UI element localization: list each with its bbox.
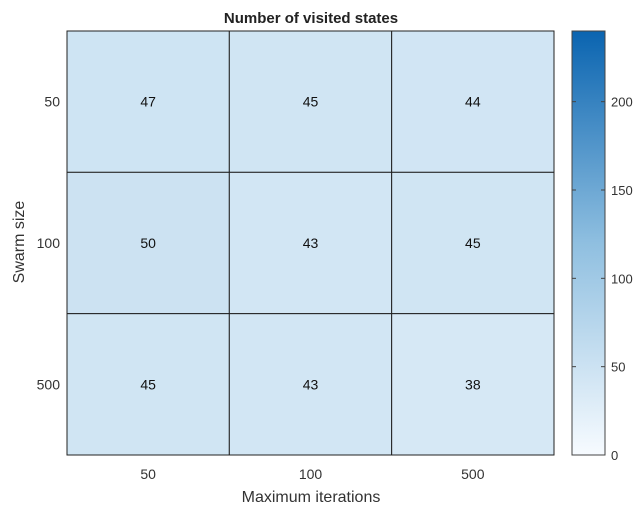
colorbar-tick-label: 150 xyxy=(611,183,633,198)
heatmap-cell xyxy=(66,171,230,315)
y-axis-ticks: 50 100 500 xyxy=(37,94,61,393)
x-tick-label: 100 xyxy=(299,466,323,482)
cell-value-label: 43 xyxy=(303,235,319,251)
heatmap-cells xyxy=(66,30,555,456)
cell-value-label: 45 xyxy=(465,235,481,251)
colorbar-ticks: 0 50 100 150 200 xyxy=(572,95,633,463)
cell-value-label: 44 xyxy=(465,94,481,110)
x-axis-label: Maximum iterations xyxy=(242,489,381,506)
y-tick-label: 100 xyxy=(37,235,61,251)
cell-value-label: 38 xyxy=(465,376,481,392)
y-axis-label: Swarm size xyxy=(11,201,28,284)
heatmap-cell xyxy=(391,171,555,315)
y-tick-label: 50 xyxy=(44,94,60,110)
colorbar xyxy=(571,30,606,456)
x-axis-ticks: 50 100 500 xyxy=(140,466,484,482)
colorbar-tick-label: 200 xyxy=(611,95,633,110)
heatmap-cell xyxy=(228,171,393,315)
heatmap-cell xyxy=(391,313,555,456)
cell-value-label: 43 xyxy=(303,376,319,392)
x-tick-label: 50 xyxy=(140,466,156,482)
heatmap-cell xyxy=(66,30,230,173)
colorbar-tick-label: 100 xyxy=(611,271,633,286)
heatmap-cell-labels: 47 45 44 50 43 45 45 43 38 xyxy=(140,94,480,393)
chart-title: Number of visited states xyxy=(224,10,398,27)
heatmap-cell xyxy=(66,313,230,456)
cell-value-label: 45 xyxy=(140,376,156,392)
colorbar-tick-label: 0 xyxy=(611,448,618,463)
cell-value-label: 45 xyxy=(303,94,319,110)
heatmap-cell xyxy=(228,30,393,173)
cell-value-label: 47 xyxy=(140,94,156,110)
heatmap-cell xyxy=(228,313,393,456)
cell-value-label: 50 xyxy=(140,235,156,251)
colorbar-tick-label: 50 xyxy=(611,360,625,375)
y-tick-label: 500 xyxy=(37,376,61,392)
x-tick-label: 500 xyxy=(461,466,485,482)
heatmap-cell xyxy=(391,30,555,173)
